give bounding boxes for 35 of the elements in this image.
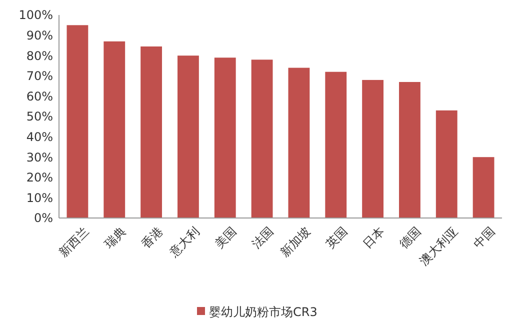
bar: [178, 56, 199, 218]
y-tick-label: 20%: [26, 170, 53, 185]
bar: [66, 25, 88, 218]
y-tick-label: 70%: [26, 69, 53, 84]
bar: [104, 41, 126, 218]
x-tick-label: 法国: [249, 224, 276, 252]
bar: [436, 110, 458, 218]
y-tick-label: 60%: [26, 89, 53, 104]
x-tick-label: 意大利: [166, 224, 202, 260]
x-tick-label: 新西兰: [56, 224, 92, 260]
y-tick-label: 40%: [26, 130, 53, 144]
x-tick-label: 美国: [212, 224, 240, 252]
bar: [399, 82, 420, 218]
x-tick-label: 香港: [138, 224, 166, 252]
bar: [288, 68, 310, 218]
y-tick-label: 80%: [26, 48, 53, 63]
bar: [214, 58, 236, 218]
x-tick-label: 英国: [323, 224, 350, 252]
y-tick-label: 10%: [26, 190, 53, 205]
x-tick-label: 瑞典: [102, 224, 128, 252]
y-tick-label: 30%: [26, 150, 53, 164]
x-tick-label: 中国: [470, 224, 498, 252]
legend-label: 婴幼儿奶粉市场CR3: [209, 305, 318, 320]
bar: [140, 46, 162, 218]
x-tick-label: 日本: [360, 224, 387, 252]
bar: [362, 80, 384, 218]
x-tick-label: 新加坡: [278, 224, 314, 260]
y-tick-label: 50%: [26, 110, 53, 124]
bar: [325, 72, 347, 218]
y-tick-label: 0%: [34, 211, 53, 226]
bar: [251, 60, 273, 218]
bar: [472, 157, 494, 218]
y-tick-label: 100%: [18, 8, 53, 22]
x-tick-label: 德国: [396, 224, 424, 252]
y-tick-label: 90%: [26, 28, 53, 42]
